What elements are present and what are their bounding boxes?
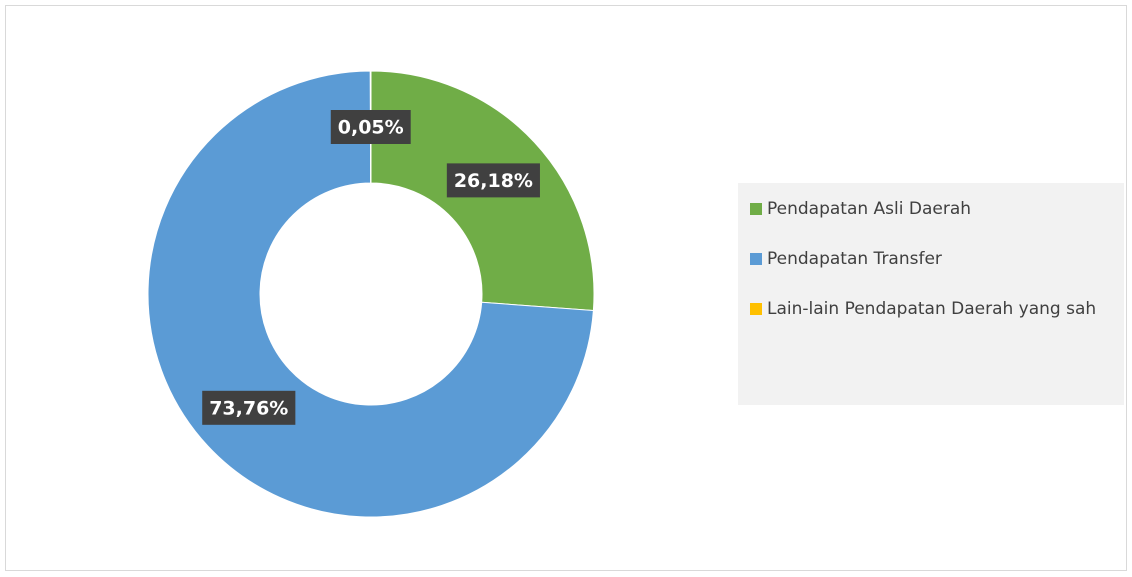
legend-item: Lain-lain Pendapatan Daerah yang sah <box>750 297 1112 321</box>
chart-frame <box>5 5 1127 571</box>
legend-item: Pendapatan Asli Daerah <box>750 197 1112 221</box>
data-label-box <box>446 163 540 198</box>
legend-swatch <box>750 303 762 315</box>
legend-label: Pendapatan Asli Daerah <box>767 199 972 219</box>
data-label: 73,76% <box>202 390 296 425</box>
data-label-text: 0,05% <box>338 117 404 139</box>
legend-item: Pendapatan Transfer <box>750 247 1112 271</box>
data-label-box <box>330 110 411 145</box>
legend-swatch <box>750 203 762 215</box>
data-label: 0,05% <box>330 110 411 145</box>
data-label-text: 73,76% <box>209 397 288 419</box>
legend-label: Pendapatan Transfer <box>767 249 942 269</box>
legend: Pendapatan Asli Daerah Pendapatan Transfe… <box>738 183 1124 405</box>
legend-label: Lain-lain Pendapatan Daerah yang sah <box>767 299 1097 319</box>
legend-swatch <box>750 253 762 265</box>
data-label-text: 26,18% <box>454 170 533 192</box>
data-label-box <box>202 390 296 425</box>
data-label: 26,18% <box>446 163 540 198</box>
